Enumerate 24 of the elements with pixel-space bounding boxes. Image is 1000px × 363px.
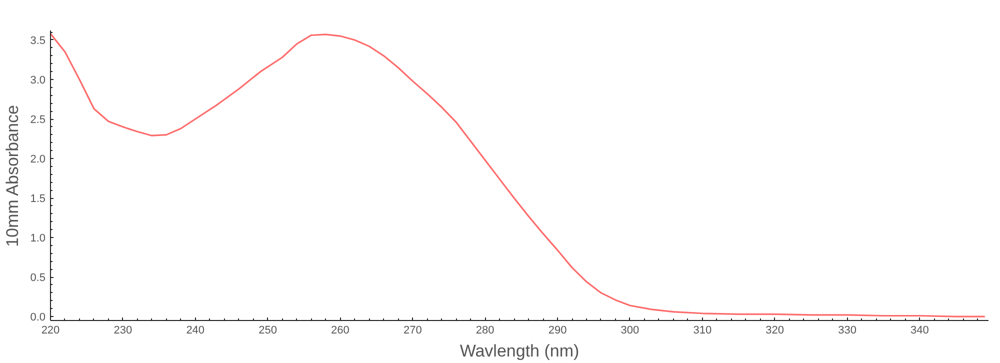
y-tick-label: 0.0 xyxy=(30,312,46,324)
line-series xyxy=(50,32,986,318)
x-tick-label: 260 xyxy=(331,324,350,336)
x-tick-label: 290 xyxy=(548,324,567,336)
x-tick-label: 250 xyxy=(258,324,277,336)
y-axis-title: 10mm Absorbance xyxy=(3,105,22,247)
x-tick-label: 270 xyxy=(403,324,422,336)
x-tick-label: 340 xyxy=(910,324,929,336)
x-tick-label: 240 xyxy=(186,324,205,336)
x-tick-label: 310 xyxy=(693,324,712,336)
x-tick-label: 320 xyxy=(766,324,784,336)
x-tick-label: 280 xyxy=(476,324,494,336)
y-tick-label: 2.5 xyxy=(30,114,46,126)
y-tick-label: 3.5 xyxy=(30,34,46,47)
y-tick-label: 1.5 xyxy=(30,193,46,206)
x-tick-label: 220 xyxy=(41,324,60,336)
x-axis-title: Wavlength (nm) xyxy=(460,342,580,360)
y-tick-label: 3.0 xyxy=(30,74,46,86)
y-tick-label: 1.0 xyxy=(30,232,46,245)
y-tick-label: 2.0 xyxy=(30,154,46,166)
x-tick-label: 300 xyxy=(620,324,640,336)
y-tick-label: 0.5 xyxy=(30,272,46,284)
x-tick-label: 230 xyxy=(114,324,132,336)
x-tick-label: 330 xyxy=(838,324,856,336)
